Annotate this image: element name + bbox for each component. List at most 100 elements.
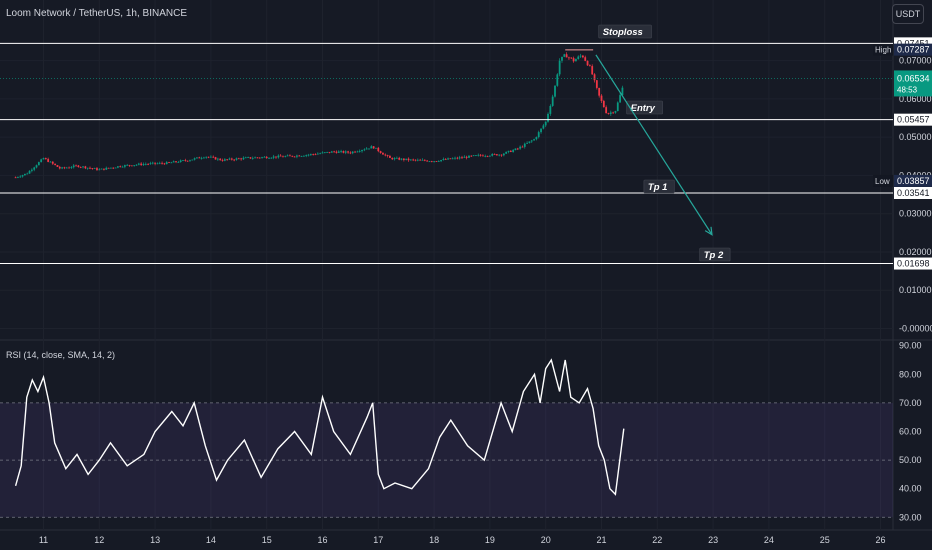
price-candle [598, 87, 601, 98]
candle-body [565, 54, 568, 58]
price-candle [186, 160, 189, 162]
candle-body [147, 163, 150, 165]
price-candle [123, 164, 126, 169]
candle-body [28, 170, 31, 174]
currency-button[interactable]: USDT [892, 4, 924, 24]
price-candle [230, 157, 233, 161]
price-candle [165, 161, 168, 165]
price-candle [521, 145, 524, 148]
price-candle [142, 162, 145, 167]
candle-body [279, 155, 282, 157]
time-tick-label: 13 [150, 535, 160, 545]
candle-body [340, 151, 342, 152]
high-badge-tag-bg [873, 43, 893, 56]
candle-body [163, 163, 166, 165]
price-candle [75, 164, 77, 167]
candle-body [335, 151, 338, 153]
candle-body [454, 157, 456, 159]
price-candle [565, 52, 568, 58]
annotations: Stoploss Entry Tp 1 Tp 2 [0, 24, 893, 265]
level-tag-label: 0.01698 [897, 259, 930, 269]
candle-body [172, 161, 175, 163]
candle-body [314, 154, 317, 156]
candle-body [540, 128, 542, 133]
price-candle [428, 160, 431, 163]
price-candle [389, 154, 391, 158]
price-candle [212, 155, 215, 158]
price-candle [172, 160, 175, 163]
candle-body [451, 158, 454, 160]
candle-body [251, 158, 254, 159]
candle-body [498, 154, 501, 156]
price-candle [600, 94, 603, 103]
price-candle [479, 153, 482, 157]
stoploss-label-bg [598, 24, 652, 39]
price-candle [265, 156, 268, 159]
candle-body [419, 159, 422, 161]
price-candle [405, 158, 408, 161]
price-candle [277, 154, 280, 159]
candle-body [212, 156, 215, 158]
price-candle [154, 162, 156, 166]
price-candle [433, 161, 435, 163]
candle-body [598, 87, 601, 96]
price-candle [402, 158, 405, 162]
candle-body [149, 163, 152, 164]
price-candle [144, 162, 147, 166]
candle-body [179, 160, 182, 163]
price-candle [91, 167, 94, 170]
candle-body [151, 162, 154, 164]
rsi-indicator-label[interactable]: RSI (14, close, SMA, 14, 2) [6, 350, 116, 360]
price-candle [244, 156, 247, 159]
price-candle [272, 154, 275, 160]
price-tick-label: 0.05000 [899, 132, 932, 142]
candle-body [230, 158, 233, 160]
candle-body [468, 155, 470, 158]
price-candle [330, 150, 333, 153]
candle-body [270, 157, 273, 159]
price-candle [79, 166, 82, 169]
candle-body [303, 155, 305, 157]
price-candle [549, 104, 552, 116]
candle-body [137, 163, 140, 165]
candle-body [282, 156, 284, 158]
candle-body [293, 156, 296, 158]
candle-body [619, 95, 621, 103]
price-candle [112, 167, 115, 170]
price-candle [303, 155, 305, 157]
candle-body [130, 165, 133, 167]
price-candle [579, 53, 582, 58]
rsi-pane [0, 358, 893, 518]
high-badge-tag-label: High [875, 46, 891, 55]
candle-body [244, 157, 247, 159]
level-price-tag: 0.01698 [894, 257, 932, 270]
high-badge-value-bg [894, 43, 932, 56]
rsi-line [14, 358, 625, 496]
price-candle [416, 158, 419, 162]
candle-body [472, 155, 475, 157]
price-candle [158, 161, 161, 165]
price-candle [147, 163, 150, 166]
price-candle [42, 157, 45, 160]
tp2-label-text: Tp 2 [704, 250, 724, 261]
price-candle [409, 159, 412, 161]
price-candle [198, 156, 201, 159]
price-candle [40, 158, 43, 163]
candle-body [505, 151, 508, 154]
price-candle [533, 138, 535, 141]
candle-body [586, 60, 589, 66]
price-candle [235, 157, 238, 161]
time-tick-label: 12 [94, 535, 104, 545]
candle-body [523, 143, 526, 147]
candle-body [554, 85, 556, 97]
candle-body [91, 168, 94, 169]
candle-body [68, 167, 70, 169]
price-candle [612, 111, 615, 114]
candle-body [447, 158, 449, 160]
price-candle [219, 158, 222, 161]
candle-body [63, 167, 66, 169]
candle-body [93, 168, 96, 169]
price-candle [21, 174, 24, 178]
price-candle [268, 156, 270, 159]
